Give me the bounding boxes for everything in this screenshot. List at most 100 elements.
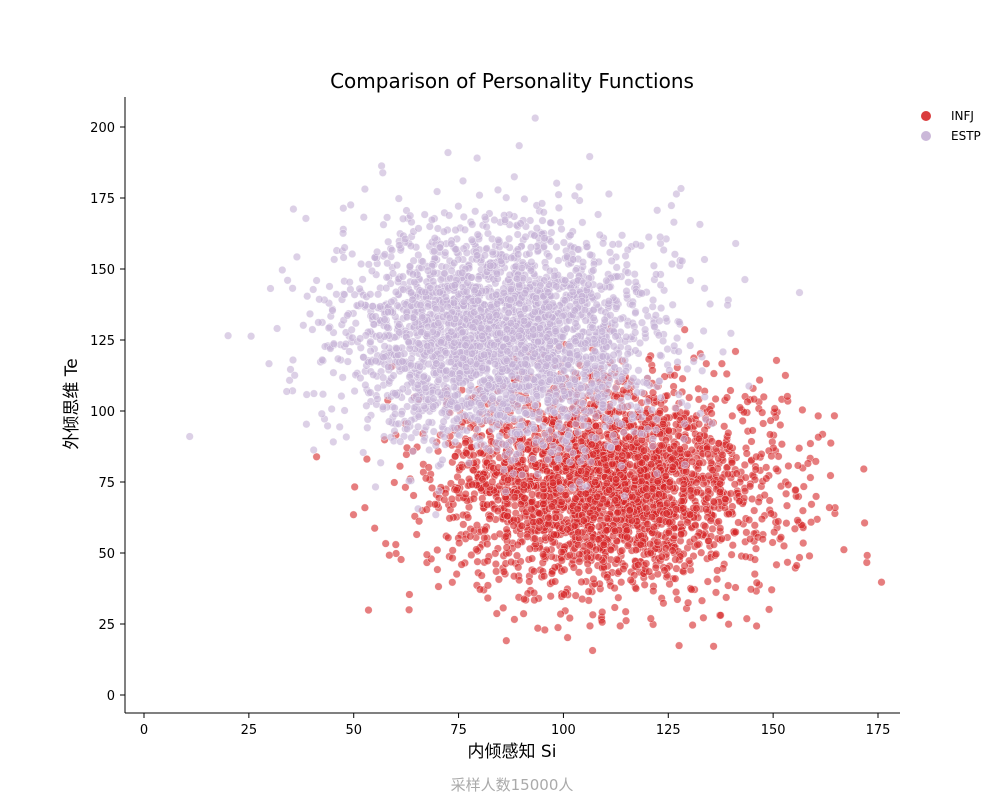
data-point <box>807 500 816 509</box>
data-point <box>323 421 332 430</box>
data-point <box>639 446 649 455</box>
data-point <box>777 440 786 449</box>
data-point <box>589 514 598 523</box>
data-point <box>629 374 638 383</box>
data-point <box>305 309 315 318</box>
data-point <box>613 508 622 517</box>
data-point <box>491 560 500 569</box>
data-point <box>668 546 677 555</box>
data-point <box>473 557 482 566</box>
data-point <box>360 503 369 512</box>
data-point <box>617 461 626 470</box>
data-point <box>546 448 555 457</box>
data-point <box>568 404 577 413</box>
data-point <box>394 194 403 203</box>
data-point <box>770 404 779 413</box>
data-point <box>734 518 743 527</box>
data-point <box>792 561 801 570</box>
data-point <box>750 555 759 564</box>
data-point <box>513 230 522 239</box>
data-point <box>556 610 565 619</box>
data-point <box>421 474 431 483</box>
data-point <box>581 502 590 511</box>
data-point <box>422 505 431 514</box>
data-point <box>445 514 454 523</box>
data-point <box>691 520 700 529</box>
data-point <box>725 442 734 451</box>
data-point <box>347 325 356 334</box>
data-point <box>385 551 394 560</box>
data-point <box>574 540 583 550</box>
data-point <box>702 359 711 368</box>
data-point <box>652 415 661 424</box>
data-point <box>706 516 715 525</box>
data-point <box>730 480 739 489</box>
data-point <box>494 575 503 584</box>
data-point <box>765 605 774 614</box>
data-point <box>539 499 548 508</box>
data-point <box>405 590 414 599</box>
data-point <box>709 497 718 506</box>
data-point <box>469 466 478 475</box>
data-point <box>659 599 668 608</box>
data-point <box>510 572 519 581</box>
data-point <box>480 213 490 222</box>
data-point <box>618 420 627 429</box>
data-point <box>383 213 392 222</box>
data-point <box>634 560 643 569</box>
data-point <box>302 420 311 429</box>
data-point <box>499 567 508 576</box>
data-point <box>715 487 725 497</box>
data-point <box>711 588 721 597</box>
data-point <box>483 539 492 549</box>
data-point <box>770 528 779 537</box>
data-point <box>712 575 722 584</box>
data-point <box>599 455 609 464</box>
data-point <box>461 490 470 499</box>
data-point <box>517 443 526 452</box>
data-point <box>379 373 388 382</box>
data-point <box>684 598 693 607</box>
data-point <box>534 415 543 424</box>
data-point <box>530 534 539 543</box>
data-point <box>712 550 721 559</box>
data-point <box>325 282 334 291</box>
data-point <box>724 581 733 590</box>
data-point <box>766 430 775 439</box>
data-point <box>745 515 754 524</box>
data-point <box>424 463 433 472</box>
data-point <box>448 546 457 555</box>
data-point <box>283 276 292 285</box>
data-point <box>765 496 774 505</box>
data-point <box>709 369 718 378</box>
data-point <box>709 642 718 651</box>
data-point <box>584 566 593 575</box>
data-point <box>657 552 666 561</box>
data-point <box>480 526 489 535</box>
data-point <box>680 419 689 428</box>
data-point <box>680 460 689 469</box>
data-point <box>509 521 518 530</box>
data-point <box>358 275 367 284</box>
data-point <box>826 471 835 480</box>
data-point <box>799 539 808 548</box>
data-point <box>772 464 781 474</box>
data-point <box>665 580 674 589</box>
data-point <box>718 450 727 459</box>
data-point <box>447 494 456 504</box>
data-point <box>586 457 595 466</box>
data-point <box>391 288 401 297</box>
data-point <box>636 466 645 475</box>
data-point <box>630 474 639 483</box>
data-point <box>448 553 457 563</box>
data-point <box>663 345 672 354</box>
data-point <box>762 474 771 483</box>
data-point <box>659 419 668 428</box>
data-point <box>622 526 632 535</box>
data-point <box>784 461 793 471</box>
data-point <box>673 595 682 604</box>
data-point <box>405 262 414 271</box>
data-point <box>677 398 686 407</box>
points-layer <box>185 114 886 655</box>
data-point <box>457 478 466 487</box>
